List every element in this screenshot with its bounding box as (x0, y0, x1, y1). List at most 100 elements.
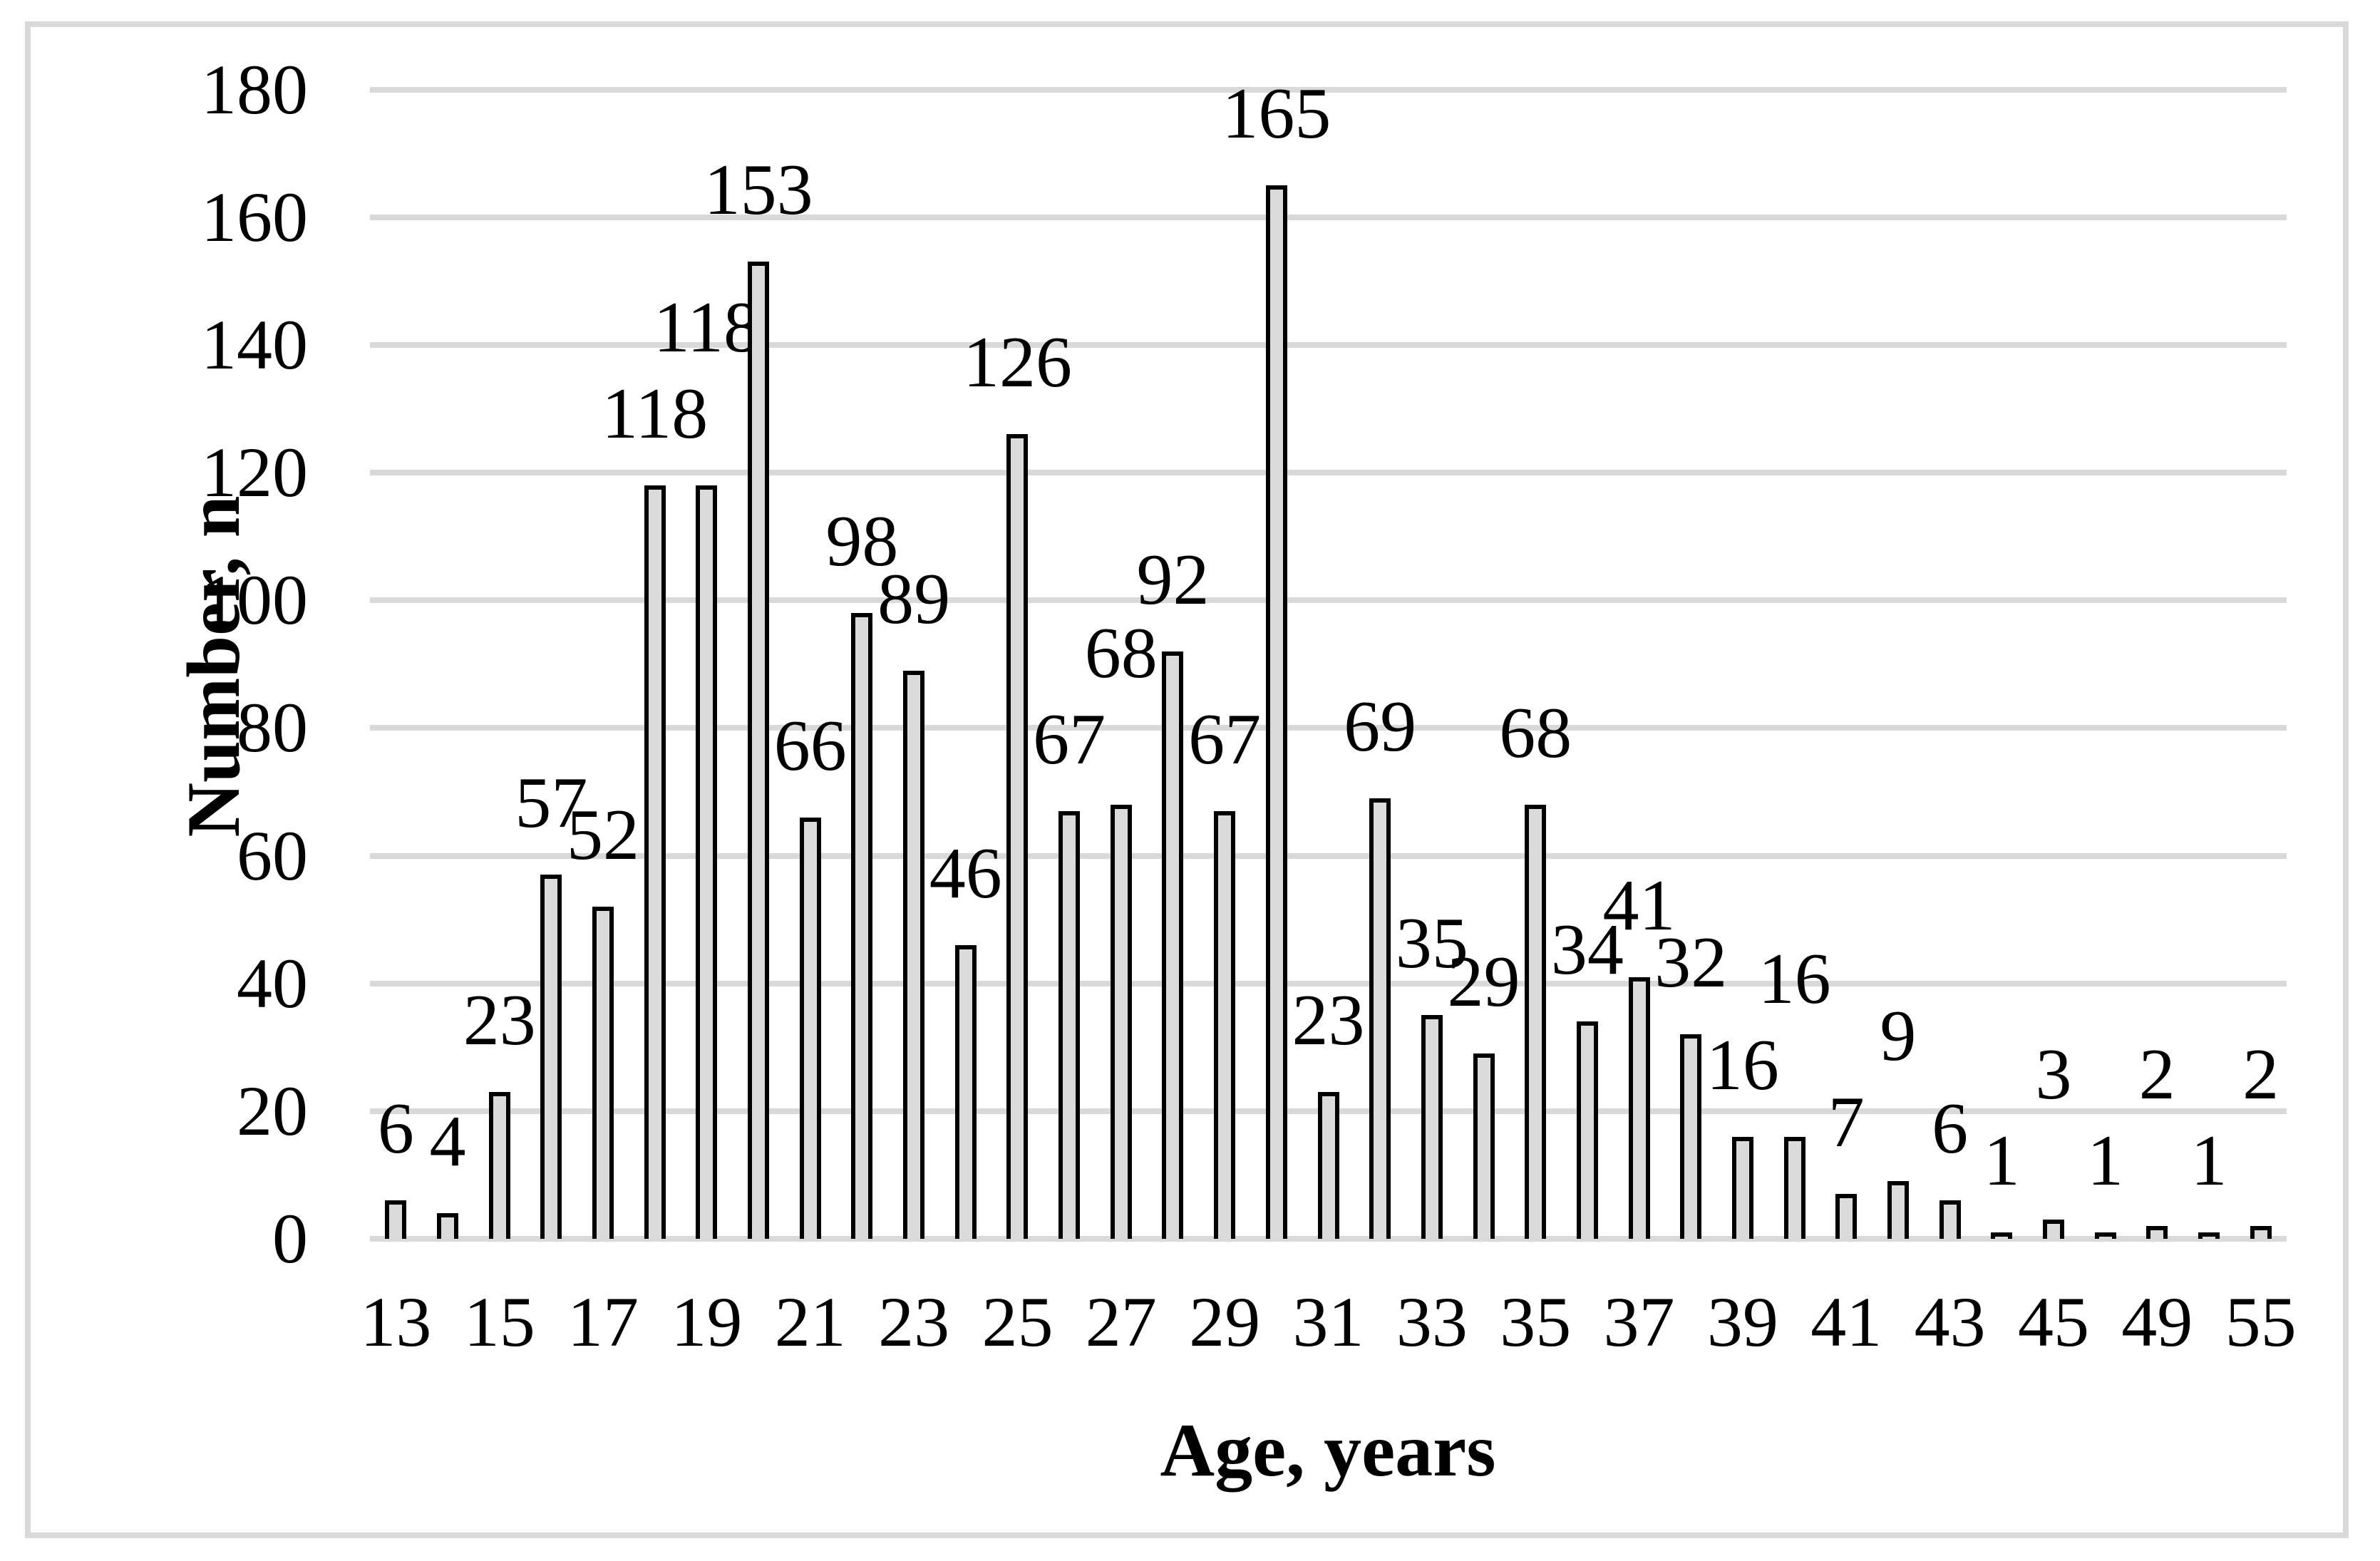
y-tick-label: 160 (201, 177, 308, 257)
bar-data-label: 52 (567, 795, 640, 876)
bar-age-17 (1265, 185, 1287, 1239)
x-tick-label: 23 (878, 1282, 950, 1361)
bar-age-2 (488, 1091, 510, 1239)
bar-age-0 (385, 1200, 407, 1239)
y-axis-title: Number, n (172, 495, 255, 838)
bar-data-label: 1 (1983, 1120, 2020, 1202)
bar-data-label: 153 (704, 150, 813, 231)
bar-age-15 (1162, 651, 1184, 1239)
y-tick-label: 80 (237, 688, 308, 768)
y-tick-label: 120 (201, 433, 308, 512)
bar-age-30 (1939, 1200, 1961, 1239)
y-tick-label: 0 (272, 1199, 308, 1278)
x-tick-label: 31 (1292, 1282, 1364, 1361)
x-tick-label: 13 (360, 1282, 432, 1361)
bar-age-9 (851, 613, 873, 1239)
bar-data-label: 16 (1758, 938, 1831, 1019)
bar-age-28 (1835, 1194, 1858, 1239)
bar-age-31 (1991, 1232, 2013, 1239)
x-tick-label: 15 (463, 1282, 535, 1361)
bar-age-10 (903, 670, 925, 1239)
bar-age-36 (2250, 1226, 2272, 1239)
bar-age-14 (1110, 804, 1132, 1239)
bar-age-23 (1576, 1021, 1598, 1239)
gridline-y80 (370, 725, 2287, 731)
bar-age-29 (1887, 1181, 1909, 1239)
bar-data-label: 69 (1344, 686, 1417, 767)
bar-age-24 (1628, 977, 1650, 1239)
bar-age-3 (540, 875, 562, 1239)
bar-age-22 (1525, 804, 1547, 1239)
x-tick-label: 21 (774, 1282, 846, 1361)
bar-data-label: 23 (1292, 979, 1365, 1061)
bar-data-label: 7 (1828, 1082, 1865, 1163)
x-tick-label: 35 (1500, 1282, 1572, 1361)
gridline-y140 (370, 341, 2287, 348)
bar-age-6 (696, 485, 718, 1239)
bar-data-label: 126 (962, 322, 1072, 403)
y-tick-label: 20 (237, 1071, 308, 1150)
bar-data-label: 98 (825, 501, 899, 582)
bar-age-20 (1421, 1015, 1443, 1239)
bar-age-21 (1473, 1053, 1495, 1239)
bar-data-label: 41 (1602, 865, 1676, 946)
bar-age-11 (954, 944, 977, 1239)
gridline-y40 (370, 980, 2287, 986)
gridline-y180 (370, 86, 2287, 93)
x-tick-label: 29 (1189, 1282, 1261, 1361)
bar-data-label: 9 (1880, 996, 1917, 1077)
bar-data-label: 2 (2138, 1034, 2175, 1116)
bar-age-12 (1006, 434, 1029, 1239)
bar-age-35 (2198, 1232, 2220, 1239)
x-tick-label: 27 (1085, 1282, 1157, 1361)
bar-age-1 (437, 1213, 458, 1239)
bar-data-label: 29 (1447, 942, 1520, 1023)
y-tick-label: 140 (201, 304, 308, 384)
bar-age-8 (799, 817, 821, 1239)
x-tick-label: 37 (1603, 1282, 1675, 1361)
x-tick-label: 39 (1706, 1282, 1778, 1361)
y-tick-label: 180 (201, 49, 308, 129)
gridline-y0 (370, 1236, 2287, 1242)
bar-data-label: 1 (2190, 1120, 2227, 1202)
bar-age-25 (1680, 1034, 1702, 1239)
gridline-y120 (370, 470, 2287, 475)
bar-age-34 (2146, 1226, 2168, 1239)
bar-age-7 (748, 262, 770, 1239)
x-tick-label: 19 (671, 1282, 743, 1361)
y-tick-label: 100 (201, 560, 308, 640)
x-tick-label: 43 (1914, 1282, 1986, 1361)
bar-data-label: 165 (1222, 73, 1331, 154)
x-tick-label: 17 (567, 1282, 639, 1361)
bar-age-18 (1317, 1091, 1339, 1239)
bar-data-label: 68 (1499, 692, 1572, 773)
bar-data-label: 2 (2242, 1034, 2279, 1116)
bar-age-5 (644, 485, 666, 1239)
x-axis-title: Age, years (1160, 1408, 1496, 1492)
gridline-y160 (370, 214, 2287, 220)
bar-data-label: 92 (1136, 539, 1210, 620)
gridline-y100 (370, 597, 2287, 604)
x-tick-label: 33 (1396, 1282, 1468, 1361)
bar-data-label: 118 (653, 287, 760, 368)
bar-data-label: 32 (1654, 922, 1728, 1004)
bar-age-4 (592, 907, 614, 1239)
x-tick-label: 25 (982, 1282, 1054, 1361)
bar-data-label: 66 (773, 705, 847, 786)
bar-data-label: 89 (877, 558, 951, 639)
bar-data-label: 35 (1395, 903, 1468, 984)
bar-data-label: 4 (429, 1101, 466, 1183)
gridline-y60 (370, 852, 2287, 859)
bar-data-label: 6 (1932, 1088, 1969, 1170)
bar-data-label: 23 (463, 979, 536, 1061)
bar-data-label: 3 (2035, 1034, 2072, 1116)
bar-data-label: 34 (1550, 910, 1624, 991)
x-tick-label: 45 (2017, 1282, 2089, 1361)
bar-age-16 (1214, 810, 1236, 1239)
x-tick-label: 41 (1810, 1282, 1882, 1361)
bar-data-label: 1 (2087, 1120, 2124, 1202)
bar-age-26 (1731, 1136, 1753, 1239)
bar-data-label: 118 (602, 373, 709, 454)
bar-age-19 (1369, 798, 1391, 1239)
